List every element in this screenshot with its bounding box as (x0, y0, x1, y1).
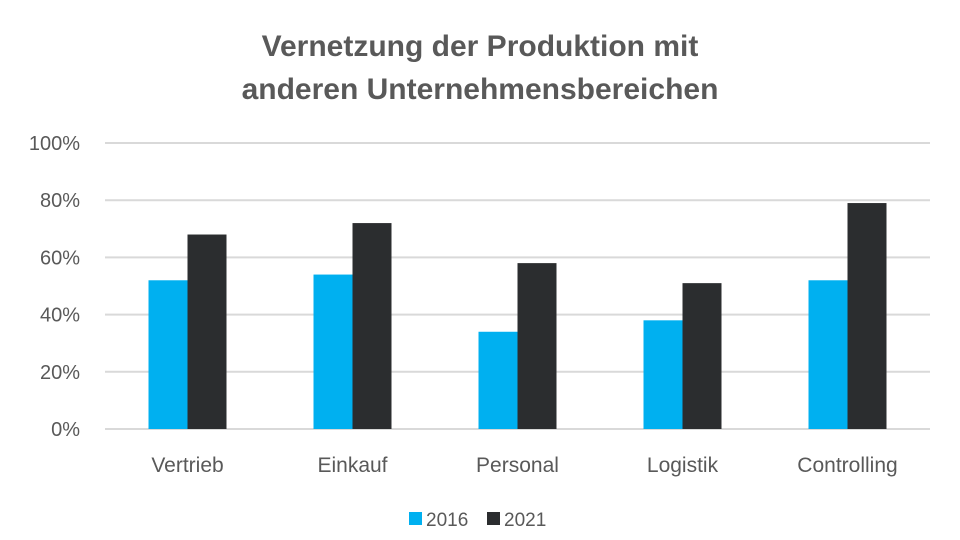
bar-2016-personal (478, 331, 518, 429)
bar-2021-einkauf (352, 223, 392, 429)
y-tick-label: 80% (40, 190, 80, 212)
y-tick-label: 40% (40, 305, 80, 327)
bar-2021-personal (517, 263, 557, 429)
y-tick-label: 100% (29, 133, 80, 155)
bar-2021-vertrieb (187, 234, 227, 429)
bar-2021-logistik (682, 283, 722, 429)
bar-2016-einkauf (313, 274, 353, 429)
legend-swatch-2016 (409, 512, 422, 525)
bar-2016-vertrieb (148, 280, 188, 429)
chart-title-line-1: Vernetzung der Produktion mit (262, 30, 699, 63)
x-category-label: Personal (476, 454, 559, 477)
x-category-label: Logistik (647, 454, 719, 477)
chart-title-line-2: anderen Unternehmensbereichen (242, 73, 719, 106)
legend-swatch-2021 (487, 512, 500, 525)
bar-2016-logistik (643, 320, 683, 429)
y-tick-label: 60% (40, 247, 80, 269)
bar-2021-controlling (847, 203, 887, 429)
x-category-label: Vertrieb (151, 454, 223, 477)
legend-label: 2016 (426, 510, 468, 531)
x-category-label: Controlling (797, 454, 897, 477)
bar-2016-controlling (808, 280, 848, 429)
legend-label: 2021 (504, 510, 546, 531)
x-category-label: Einkauf (317, 454, 387, 477)
y-tick-label: 20% (40, 362, 80, 384)
y-tick-label: 0% (51, 419, 80, 441)
